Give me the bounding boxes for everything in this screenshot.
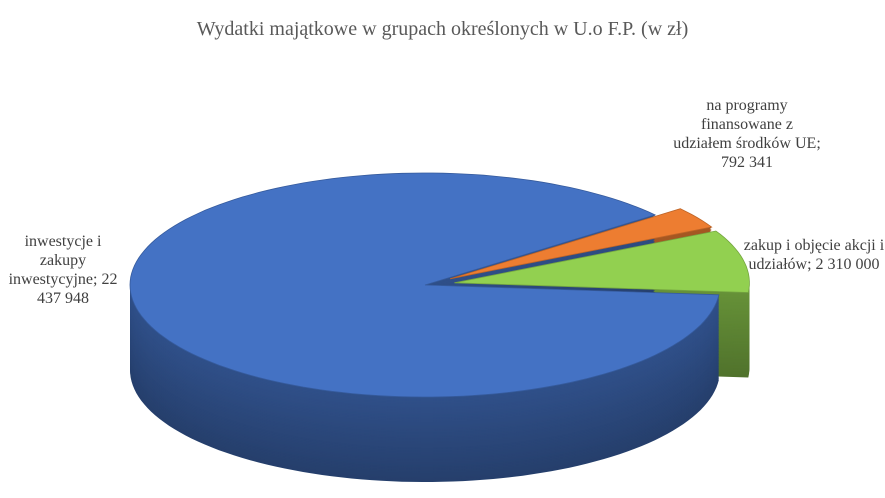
- label-value: 2 310 000: [807, 256, 879, 273]
- label-name: inwestycje i zakupy inwestycyjne: [8, 233, 102, 288]
- pie-slice: [454, 230, 750, 293]
- label-name: zakup i objęcie akcji i udziałów: [743, 237, 885, 273]
- data-label: na programy finansowane z udziałem środk…: [672, 96, 822, 172]
- data-label: inwestycje i zakupy inwestycyjne22 437 9…: [2, 232, 124, 308]
- label-name: na programy finansowane z udziałem środk…: [673, 97, 817, 152]
- data-label: zakup i objęcie akcji i udziałów2 310 00…: [740, 236, 885, 274]
- pie-slice: [129, 172, 720, 398]
- chart-title: Wydatki majątkowe w grupach określonych …: [196, 18, 689, 40]
- pie-slice: [449, 208, 713, 280]
